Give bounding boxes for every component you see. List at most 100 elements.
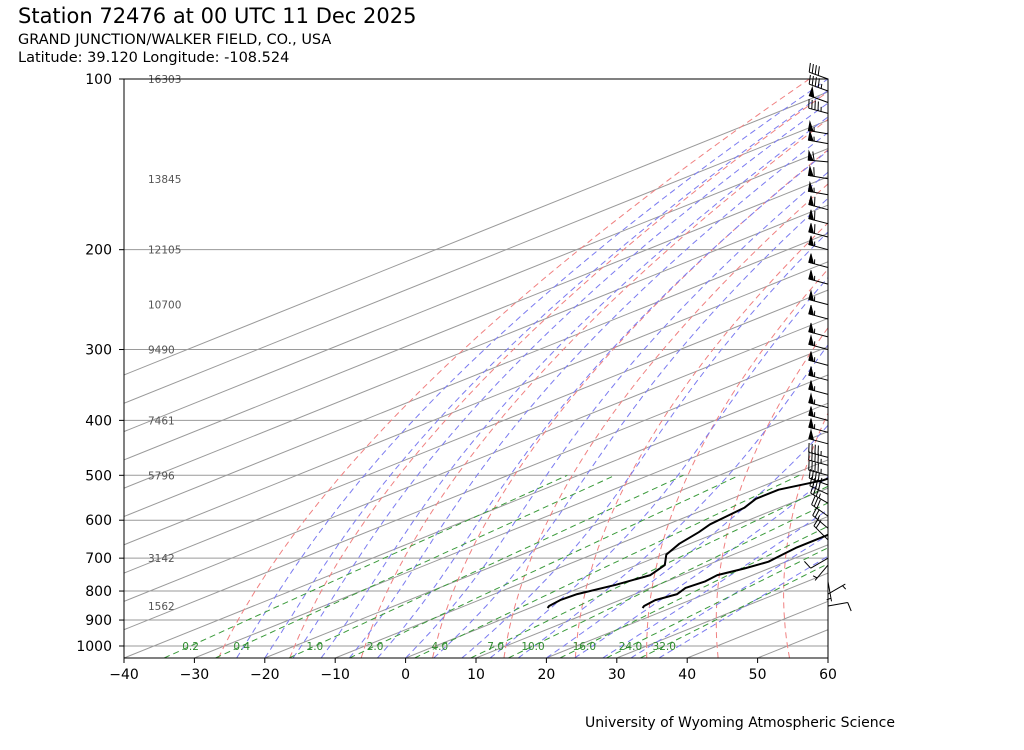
mixing-ratio-label: 0.4: [233, 641, 250, 653]
wind-barb: [808, 98, 829, 114]
height-label: 16303: [148, 74, 181, 86]
isobar-grid: [124, 79, 828, 647]
wind-barb: [808, 386, 829, 395]
wind-barb: [808, 196, 829, 211]
wind-barb: [808, 296, 829, 306]
mixing-ratio-lines: [163, 474, 828, 658]
wind-barb: [808, 399, 829, 409]
mixing-ratio-label: 7.0: [487, 641, 504, 653]
dry-adiabat-line: [503, 183, 828, 658]
moist-adiabats: [236, 79, 828, 658]
mixing-ratio-line: [606, 547, 828, 658]
x-tick-label: 0: [401, 667, 410, 683]
mixing-ratio-label: 4.0: [431, 641, 448, 653]
mixing-ratio-label: 2.0: [367, 641, 384, 653]
y-tick-label: 900: [85, 613, 112, 629]
y-tick-label: 300: [85, 343, 112, 359]
mixing-ratio-label: 10.0: [521, 641, 544, 653]
dry-adiabat-line: [289, 91, 828, 658]
isotherm-line: [827, 657, 828, 658]
wind-barb: [808, 187, 829, 196]
wind-barb-flag: [807, 180, 814, 193]
wind-barb: [809, 476, 829, 495]
wind-barb: [808, 424, 829, 433]
isotherm-line: [264, 431, 828, 658]
wind-barb-flag: [807, 129, 814, 142]
wind-barb: [808, 372, 829, 381]
wind-barb: [808, 224, 829, 238]
wind-barb: [808, 151, 829, 163]
dry-adiabat-line: [217, 79, 810, 658]
height-label: 13845: [148, 174, 181, 186]
dry-adiabat-line: [574, 222, 828, 658]
x-tick-label: −20: [250, 667, 280, 683]
height-label: 9490: [148, 345, 175, 357]
wind-barb: [808, 460, 829, 476]
isotherm-line: [194, 402, 828, 658]
moist-adiabat-line: [433, 197, 828, 658]
mixing-ratio-line: [288, 474, 684, 658]
dry-adiabat-line: [432, 149, 828, 658]
mixing-ratio-line: [349, 474, 740, 658]
wind-barb: [811, 495, 829, 517]
moist-adiabat-line: [236, 79, 828, 658]
wind-barb: [813, 517, 829, 541]
mixing-ratio-label: 24.0: [619, 641, 642, 653]
dry-adiabat-line: [912, 79, 1024, 658]
wind-barb: [808, 310, 829, 320]
mixing-ratio-line: [414, 474, 800, 658]
x-tick-label: −10: [320, 667, 350, 683]
x-tick-label: 30: [608, 667, 626, 683]
wind-barb: [808, 167, 829, 180]
moist-adiabat-line: [377, 150, 828, 658]
mixing-ratio-line: [640, 563, 828, 658]
y-tick-label: 600: [85, 513, 112, 529]
height-label: 1562: [148, 601, 175, 613]
moist-adiabat-line: [461, 231, 828, 658]
isotherm-line: [124, 374, 828, 658]
isotherm-line: [124, 289, 828, 574]
isotherm-line: [124, 91, 828, 376]
y-tick-label: 200: [85, 243, 112, 259]
dry-adiabat-line: [849, 79, 1024, 658]
mixing-ratio-line: [215, 474, 616, 658]
station-location: Latitude: 39.120 Longitude: -108.524: [18, 50, 290, 66]
isotherm-line: [335, 459, 828, 658]
moist-adiabat-line: [348, 131, 828, 658]
wind-barbs: [804, 62, 852, 612]
height-label: 12105: [148, 245, 181, 257]
wind-barb: [808, 136, 829, 145]
sounding-profiles: [546, 477, 828, 609]
plot-frame: [123, 78, 829, 659]
x-tick-label: −30: [180, 667, 210, 683]
mixing-ratio-label: 32.0: [653, 641, 676, 653]
wind-barb: [808, 62, 829, 80]
wind-barb: [812, 564, 829, 581]
isotherm-line: [616, 572, 828, 658]
dry-adiabat-line: [974, 79, 1024, 658]
mixing-ratio-labels: 0.2 0.4 1.0 2.0 4.0 7.0 10.0 16.0 24.0 32.0: [182, 641, 676, 653]
moist-adiabat-line: [320, 116, 828, 658]
wind-barb: [808, 275, 829, 285]
moist-adiabat-line: [630, 534, 828, 658]
y-tick-label: 500: [85, 468, 112, 484]
wind-barb: [827, 602, 852, 612]
wind-barb: [826, 581, 832, 602]
moist-adiabat-line: [489, 276, 828, 658]
wind-barb: [810, 484, 829, 504]
wind-barb: [808, 241, 829, 251]
moist-adiabat-line: [292, 102, 828, 658]
wind-barb: [808, 210, 829, 225]
x-tick-label: 10: [467, 667, 485, 683]
wind-barb-flag: [807, 149, 814, 161]
isotherm-line: [124, 204, 828, 489]
mixing-ratio-line: [470, 485, 828, 658]
wind-barb: [808, 468, 829, 486]
wind-barb: [808, 259, 829, 268]
height-labels: 16303 13845 12105 10700 9490 7461 5796 3142 1562: [148, 74, 181, 613]
dry-adiabat-line: [715, 326, 828, 658]
y-tick-label: 100: [85, 72, 112, 88]
height-label: 7461: [148, 415, 175, 427]
credit-text: University of Wyoming Atmospheric Scienc…: [585, 715, 895, 731]
x-tick-label: 60: [819, 667, 837, 683]
